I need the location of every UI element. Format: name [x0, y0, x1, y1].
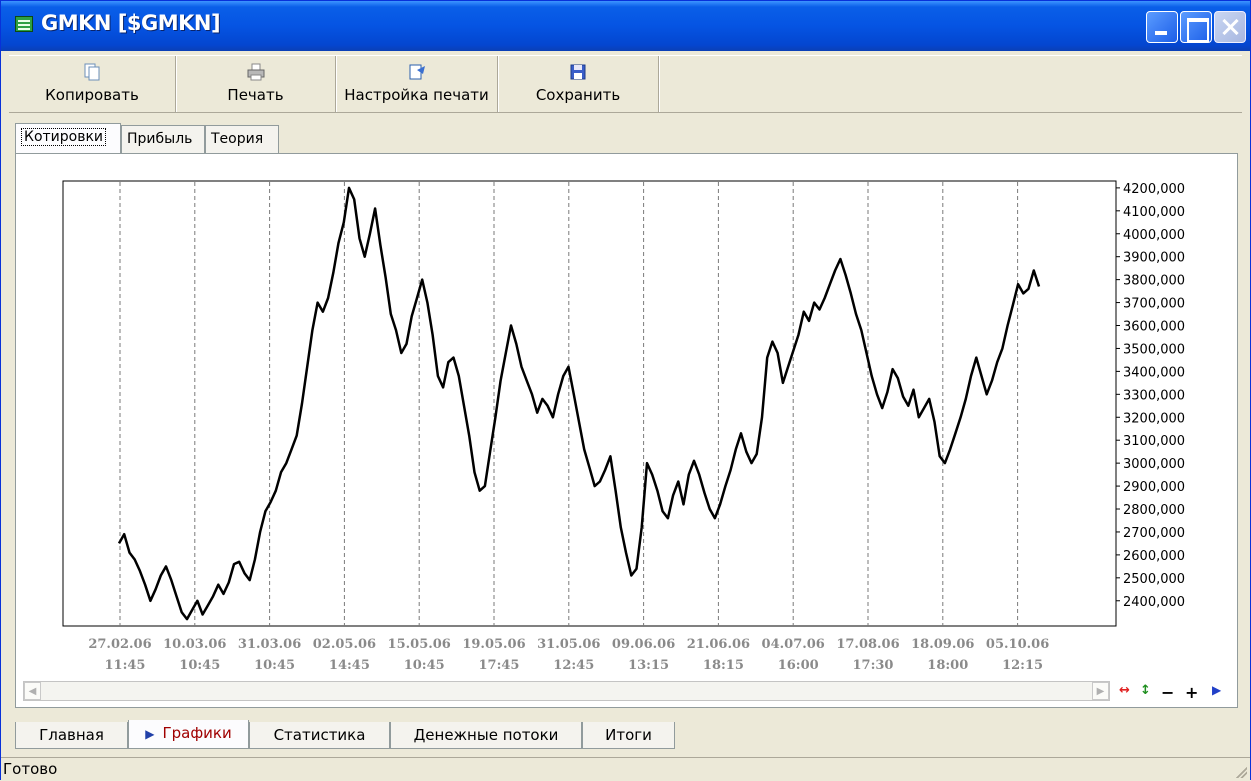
floppy-icon	[570, 64, 586, 80]
fit-vertical-icon[interactable]: ↕	[1140, 683, 1151, 698]
print-setup-button[interactable]: Настройка печати	[336, 56, 498, 112]
horizontal-scrollbar[interactable]: ◀ ▶	[23, 681, 1110, 701]
copy-label: Копировать	[45, 86, 139, 104]
tab-cash-flows[interactable]: Денежные потоки	[390, 722, 582, 749]
x-tick-date: 09.06.06	[612, 637, 675, 652]
x-tick-date: 19.05.06	[462, 637, 525, 652]
price-line	[117, 186, 1041, 621]
x-tick-time: 10:45	[179, 658, 220, 673]
x-tick-time: 16:00	[778, 658, 819, 673]
x-tick-date: 18.09.06	[911, 637, 974, 652]
window-title: GMKN [$GMKN]	[41, 11, 221, 35]
y-tick-label: 3500,000	[1123, 342, 1185, 357]
printer-icon	[247, 63, 264, 81]
y-tick-label: 4200,000	[1123, 182, 1185, 197]
resize-grip[interactable]	[1233, 764, 1247, 778]
app-icon	[15, 16, 33, 32]
tab-totals[interactable]: Итоги	[582, 722, 675, 749]
y-tick-label: 3600,000	[1123, 320, 1185, 335]
x-tick-time: 13:15	[628, 658, 669, 673]
y-tick-label: 3000,000	[1123, 457, 1185, 472]
x-tick-date: 27.02.06	[88, 637, 151, 652]
print-setup-label: Настройка печати	[344, 86, 489, 104]
y-tick-label: 4000,000	[1123, 228, 1185, 243]
chart-panel	[15, 153, 1238, 708]
x-tick-time: 17:30	[853, 658, 894, 673]
print-button[interactable]: Печать	[176, 56, 336, 112]
maximize-button[interactable]	[1180, 11, 1212, 43]
x-tick-time: 12:15	[1002, 658, 1043, 673]
toolbar: Копировать Печать Настройка печати Сох	[9, 55, 1242, 113]
zoom-in-icon[interactable]: +	[1185, 683, 1199, 702]
print-label: Печать	[227, 86, 284, 104]
y-tick-label: 3900,000	[1123, 251, 1185, 266]
x-tick-date: 05.10.06	[986, 637, 1049, 652]
y-tick-label: 2600,000	[1123, 549, 1185, 564]
y-tick-label: 3400,000	[1123, 365, 1185, 380]
y-tick-label: 2900,000	[1123, 480, 1185, 495]
x-tick-time: 18:15	[703, 658, 744, 673]
x-tick-date: 02.05.06	[313, 637, 376, 652]
plot-frame	[62, 180, 1117, 627]
status-text: Готово	[3, 760, 58, 778]
x-tick-time: 12:45	[553, 658, 594, 673]
status-bar: Готово	[1, 757, 1250, 780]
copy-icon	[84, 63, 100, 81]
go-end-icon[interactable]: ▶	[1212, 683, 1222, 697]
print-setup-icon	[409, 64, 425, 80]
x-tick-time: 14:45	[329, 658, 370, 673]
copy-button[interactable]: Копировать	[9, 56, 176, 112]
y-tick-label: 3300,000	[1123, 388, 1185, 403]
x-tick-time: 10:45	[404, 658, 445, 673]
x-tick-date: 17.08.06	[836, 637, 899, 652]
save-label: Сохранить	[535, 86, 621, 104]
x-tick-date: 15.05.06	[388, 637, 451, 652]
fit-horizontal-icon[interactable]: ↔	[1119, 683, 1130, 698]
tab-quotes[interactable]: Котировки	[15, 123, 121, 153]
tab-statistics[interactable]: Статистика	[249, 722, 390, 749]
y-tick-label: 4100,000	[1123, 205, 1185, 220]
y-tick-label: 3200,000	[1123, 411, 1185, 426]
x-tick-date: 10.03.06	[163, 637, 226, 652]
x-tick-date: 04.07.06	[762, 637, 825, 652]
close-button[interactable]	[1214, 11, 1246, 43]
x-tick-time: 17:45	[479, 658, 520, 673]
y-tick-label: 3800,000	[1123, 274, 1185, 289]
y-tick-label: 2700,000	[1123, 526, 1185, 541]
x-tick-time: 11:45	[105, 658, 146, 673]
tab-charts[interactable]: ▶ Графики	[128, 720, 249, 749]
tab-main[interactable]: Главная	[15, 722, 128, 749]
x-tick-time: 18:00	[927, 658, 968, 673]
y-tick-label: 2800,000	[1123, 503, 1185, 518]
title-bar[interactable]: GMKN [$GMKN]	[1, 1, 1250, 51]
zoom-out-icon[interactable]: −	[1161, 683, 1175, 702]
x-tick-date: 31.05.06	[537, 637, 600, 652]
y-tick-label: 2400,000	[1123, 595, 1185, 610]
minimize-button[interactable]	[1146, 11, 1178, 43]
scroll-left-arrow[interactable]: ◀	[24, 682, 41, 700]
x-tick-time: 10:45	[254, 658, 295, 673]
scroll-right-arrow[interactable]: ▶	[1092, 682, 1109, 700]
x-tick-date: 31.03.06	[238, 637, 301, 652]
y-tick-label: 3100,000	[1123, 434, 1185, 449]
save-button[interactable]: Сохранить	[498, 56, 659, 112]
tab-profit[interactable]: Прибыль	[121, 125, 205, 153]
tab-theory[interactable]: Теория	[205, 125, 279, 153]
selected-arrow-icon: ▶	[145, 727, 155, 741]
y-tick-label: 2500,000	[1123, 572, 1185, 587]
x-tick-date: 21.06.06	[687, 637, 750, 652]
y-tick-label: 3700,000	[1123, 297, 1185, 312]
